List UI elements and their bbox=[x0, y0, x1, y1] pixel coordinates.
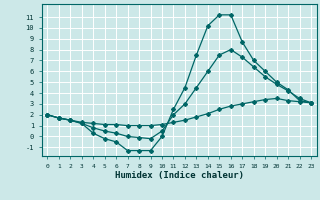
X-axis label: Humidex (Indice chaleur): Humidex (Indice chaleur) bbox=[115, 171, 244, 180]
